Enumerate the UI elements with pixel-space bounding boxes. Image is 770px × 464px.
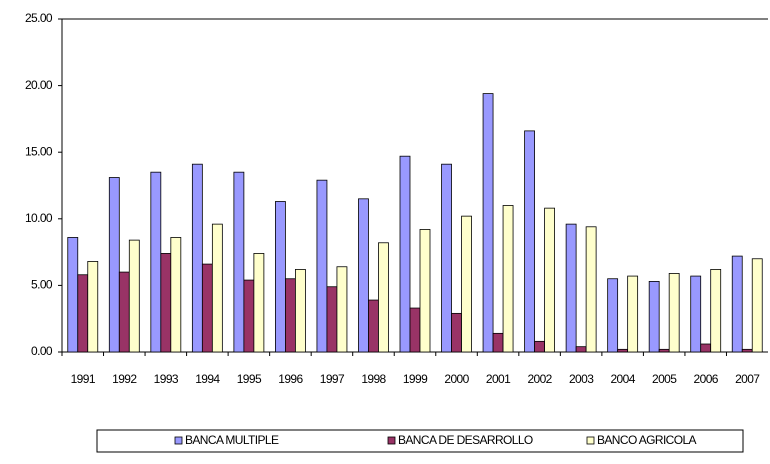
bar — [243, 279, 255, 353]
bar — [326, 286, 338, 353]
bar — [201, 263, 213, 353]
bar — [275, 201, 286, 353]
y-tick-label: 25.00 — [25, 11, 53, 25]
x-tick-label: 1991 — [71, 372, 96, 386]
x-tick-label: 2002 — [527, 372, 552, 386]
bar — [492, 332, 504, 353]
bar — [378, 242, 389, 353]
legend-swatch — [586, 436, 595, 445]
bar — [295, 269, 306, 353]
bar — [690, 275, 702, 353]
x-tick-label: 2004 — [610, 372, 635, 386]
bar — [409, 307, 421, 353]
legend-box — [96, 429, 744, 453]
x-tick-label: 2001 — [486, 372, 511, 386]
bar — [731, 255, 743, 353]
bar — [658, 348, 670, 353]
bar — [67, 237, 79, 353]
bar — [544, 207, 555, 353]
x-tick-label: 2000 — [444, 372, 469, 386]
legend-swatch — [387, 436, 396, 445]
bar — [118, 271, 130, 353]
bar — [668, 273, 680, 353]
bar — [441, 163, 452, 353]
x-tick-label: 1999 — [403, 372, 428, 386]
x-tick-label: 1996 — [278, 372, 303, 386]
bar — [575, 346, 587, 353]
legend-label: BANCO AGRICOLA — [597, 433, 697, 447]
y-tick-label: 15.00 — [25, 144, 53, 158]
x-tick-label: 1993 — [154, 372, 179, 386]
x-tick-label: 2005 — [652, 372, 677, 386]
bar — [502, 205, 514, 353]
bar — [524, 130, 535, 353]
bar — [741, 348, 753, 353]
bar — [233, 171, 245, 353]
bar — [710, 269, 722, 353]
bar — [585, 226, 597, 353]
bar — [399, 155, 411, 353]
bar — [751, 258, 763, 353]
bar — [150, 171, 162, 353]
x-tick-label: 2006 — [694, 372, 719, 386]
bar — [316, 179, 328, 353]
bar — [700, 343, 712, 353]
bar — [648, 281, 660, 353]
legend-label: BANCA DE DESARROLLO — [398, 433, 533, 447]
bar — [451, 312, 462, 353]
y-tick-label: 20.00 — [25, 78, 53, 92]
bar — [211, 223, 223, 353]
x-tick-label: 1992 — [112, 372, 137, 386]
y-tick-label: 10.00 — [25, 211, 53, 225]
bar — [617, 348, 629, 353]
y-tick-label: 0.00 — [31, 344, 53, 358]
bar — [368, 299, 379, 353]
legend-swatch — [174, 436, 183, 445]
x-tick-label: 1995 — [237, 372, 262, 386]
bar — [285, 278, 296, 353]
bar — [627, 275, 639, 353]
bar — [358, 198, 369, 353]
y-tick-label: 5.00 — [31, 278, 53, 292]
x-tick-label: 1997 — [320, 372, 345, 386]
bar — [191, 163, 203, 353]
x-tick-label: 2007 — [735, 372, 760, 386]
x-tick-label: 1998 — [361, 372, 386, 386]
bar — [482, 93, 494, 353]
bar — [128, 239, 140, 353]
bar — [170, 237, 182, 353]
x-tick-label: 1994 — [195, 372, 220, 386]
legend-label: BANCA MULTIPLE — [185, 433, 279, 447]
bar — [253, 253, 265, 353]
bar — [534, 340, 545, 353]
bar — [419, 229, 431, 353]
bar — [87, 261, 99, 353]
bar — [160, 253, 172, 353]
bar — [336, 266, 348, 353]
bar — [461, 215, 472, 353]
bar — [108, 177, 120, 353]
x-tick-label: 2003 — [569, 372, 594, 386]
bar — [565, 223, 577, 353]
bar — [607, 278, 619, 353]
bar — [77, 274, 89, 353]
